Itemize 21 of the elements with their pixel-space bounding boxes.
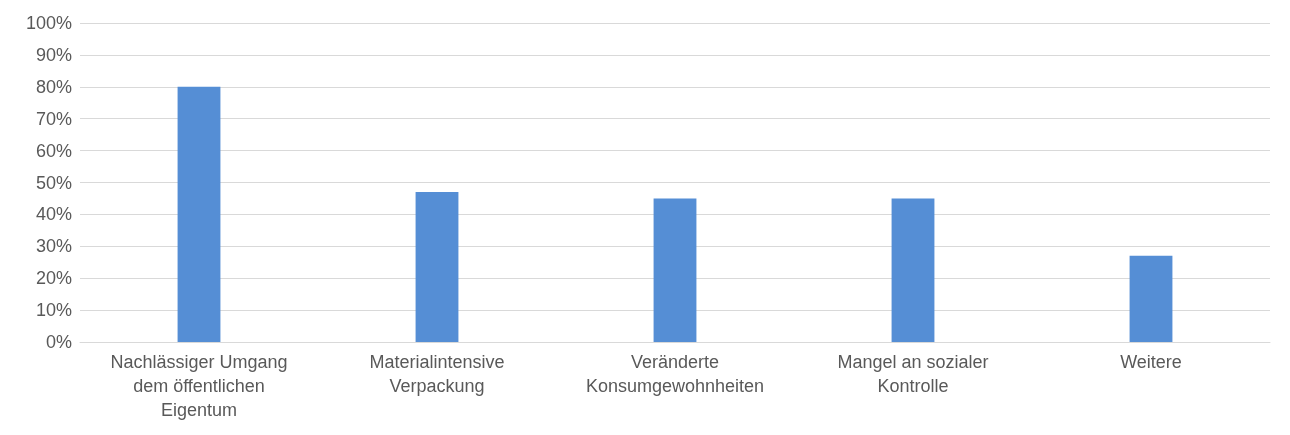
- x-tick-label: Veränderte Konsumgewohnheiten: [585, 352, 765, 396]
- x-tick-label: Nachlässiger Umgang dem öffentlichen Eigentum: [110, 352, 288, 420]
- y-tick-label: 50%: [35, 172, 72, 193]
- y-tick-label: 0%: [45, 332, 72, 352]
- y-tick-label: 10%: [35, 300, 72, 321]
- y-tick-label: 20%: [35, 268, 72, 289]
- y-tick-label: 90%: [35, 44, 72, 65]
- bar: [1129, 255, 1173, 342]
- bar: [177, 86, 221, 342]
- y-tick-label: 80%: [35, 76, 72, 97]
- x-tick-label: Weitere: [1120, 352, 1182, 372]
- y-tick-label: 30%: [35, 236, 72, 257]
- bar: [653, 198, 697, 342]
- y-tick-label: 40%: [35, 204, 72, 225]
- x-tick-label: Mangel an sozialer Kontrolle: [837, 352, 989, 396]
- x-tick-label: Materialintensive Verpackung: [369, 352, 505, 396]
- bar: [891, 198, 935, 342]
- y-tick-label: 60%: [35, 140, 72, 161]
- y-tick-label: 70%: [35, 108, 72, 129]
- bar: [415, 192, 459, 342]
- y-tick-label: 100%: [25, 13, 72, 33]
